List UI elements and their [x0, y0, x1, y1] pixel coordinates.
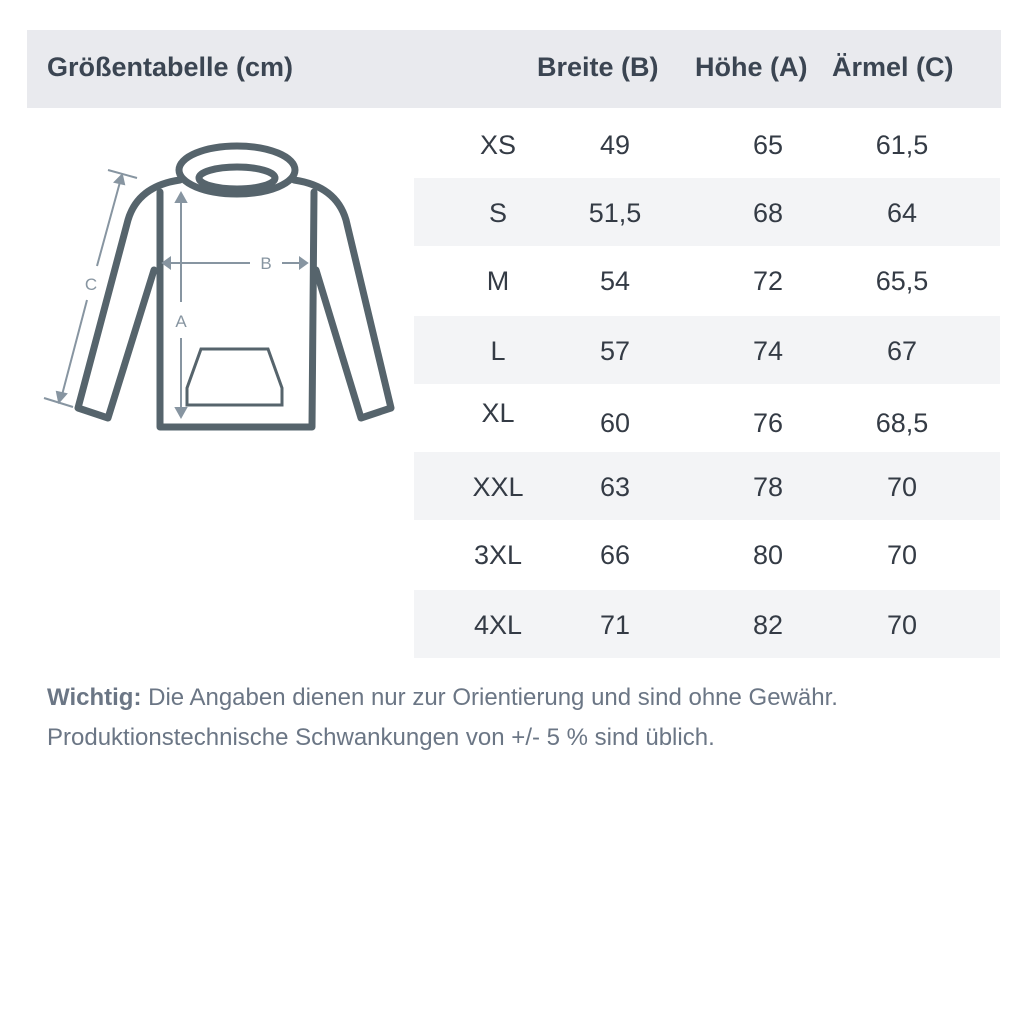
- page-title: Größentabelle (cm): [47, 52, 294, 82]
- cell-breite: 54: [599, 266, 631, 296]
- cell-aermel: 67: [886, 336, 918, 366]
- cell-size: 3XL: [473, 540, 523, 570]
- cell-size: L: [490, 336, 506, 366]
- column-header-breite: Breite (B): [537, 52, 659, 82]
- cell-size: 4XL: [473, 610, 523, 640]
- cell-hoehe: 76: [752, 408, 784, 438]
- hoodie-diagram: A B C: [43, 142, 395, 431]
- pocket: [185, 347, 284, 407]
- cell-breite: 51,5: [588, 198, 642, 228]
- table-row: 4XL 71 82 70: [414, 590, 1000, 658]
- cell-hoehe: 78: [752, 472, 784, 502]
- cell-hoehe: 82: [752, 610, 784, 640]
- cell-breite: 60: [599, 408, 631, 438]
- cell-breite: 49: [599, 130, 631, 160]
- cell-breite: 66: [599, 540, 631, 570]
- table-row: S 51,5 68 64: [414, 178, 1000, 246]
- cell-hoehe: 72: [752, 266, 784, 296]
- cell-size: S: [488, 198, 508, 228]
- table-row: XL 60 76 68,5: [414, 384, 1000, 452]
- disclaimer-line-1: Wichtig: Die Angaben dienen nur zur Orie…: [47, 678, 838, 718]
- disclaimer: Wichtig: Die Angaben dienen nur zur Orie…: [47, 678, 838, 758]
- cell-hoehe: 65: [752, 130, 784, 160]
- cell-aermel: 68,5: [875, 408, 929, 438]
- cell-hoehe: 68: [752, 198, 784, 228]
- table-row: M 54 72 65,5: [414, 246, 1000, 314]
- cell-size: M: [486, 266, 510, 296]
- cell-aermel: 70: [886, 610, 918, 640]
- cell-aermel: 64: [886, 198, 918, 228]
- cell-aermel: 65,5: [875, 266, 929, 296]
- column-header-hoehe: Höhe (A): [695, 52, 808, 82]
- label-a: A: [175, 312, 187, 331]
- table-header: [27, 30, 1001, 108]
- disclaimer-line-2: Produktionstechnische Schwankungen von +…: [47, 724, 715, 751]
- cell-hoehe: 80: [752, 540, 784, 570]
- measure-arrows: [43, 169, 309, 420]
- table-row: XXL 63 78 70: [414, 452, 1000, 520]
- label-c: C: [85, 275, 97, 294]
- cell-size: XXL: [472, 472, 524, 502]
- table-row: 3XL 66 80 70: [414, 520, 1000, 588]
- cell-aermel: 70: [886, 540, 918, 570]
- column-header-aermel: Ärmel (C): [832, 52, 954, 82]
- cell-aermel: 70: [886, 472, 918, 502]
- cell-breite: 71: [599, 610, 631, 640]
- table-row: L 57 74 67: [414, 316, 1000, 384]
- cell-hoehe: 74: [752, 336, 784, 366]
- label-b: B: [260, 254, 271, 273]
- hoodie-outline: [74, 142, 395, 431]
- cell-aermel: 61,5: [875, 130, 929, 160]
- disclaimer-text-1: Die Angaben dienen nur zur Orientierung …: [141, 684, 838, 711]
- cell-size: XL: [481, 398, 515, 428]
- cell-breite: 57: [599, 336, 631, 366]
- cell-size: XS: [479, 130, 517, 160]
- disclaimer-label: Wichtig:: [47, 684, 142, 711]
- table-row: XS 49 65 61,5: [414, 110, 1000, 178]
- cell-breite: 63: [599, 472, 631, 502]
